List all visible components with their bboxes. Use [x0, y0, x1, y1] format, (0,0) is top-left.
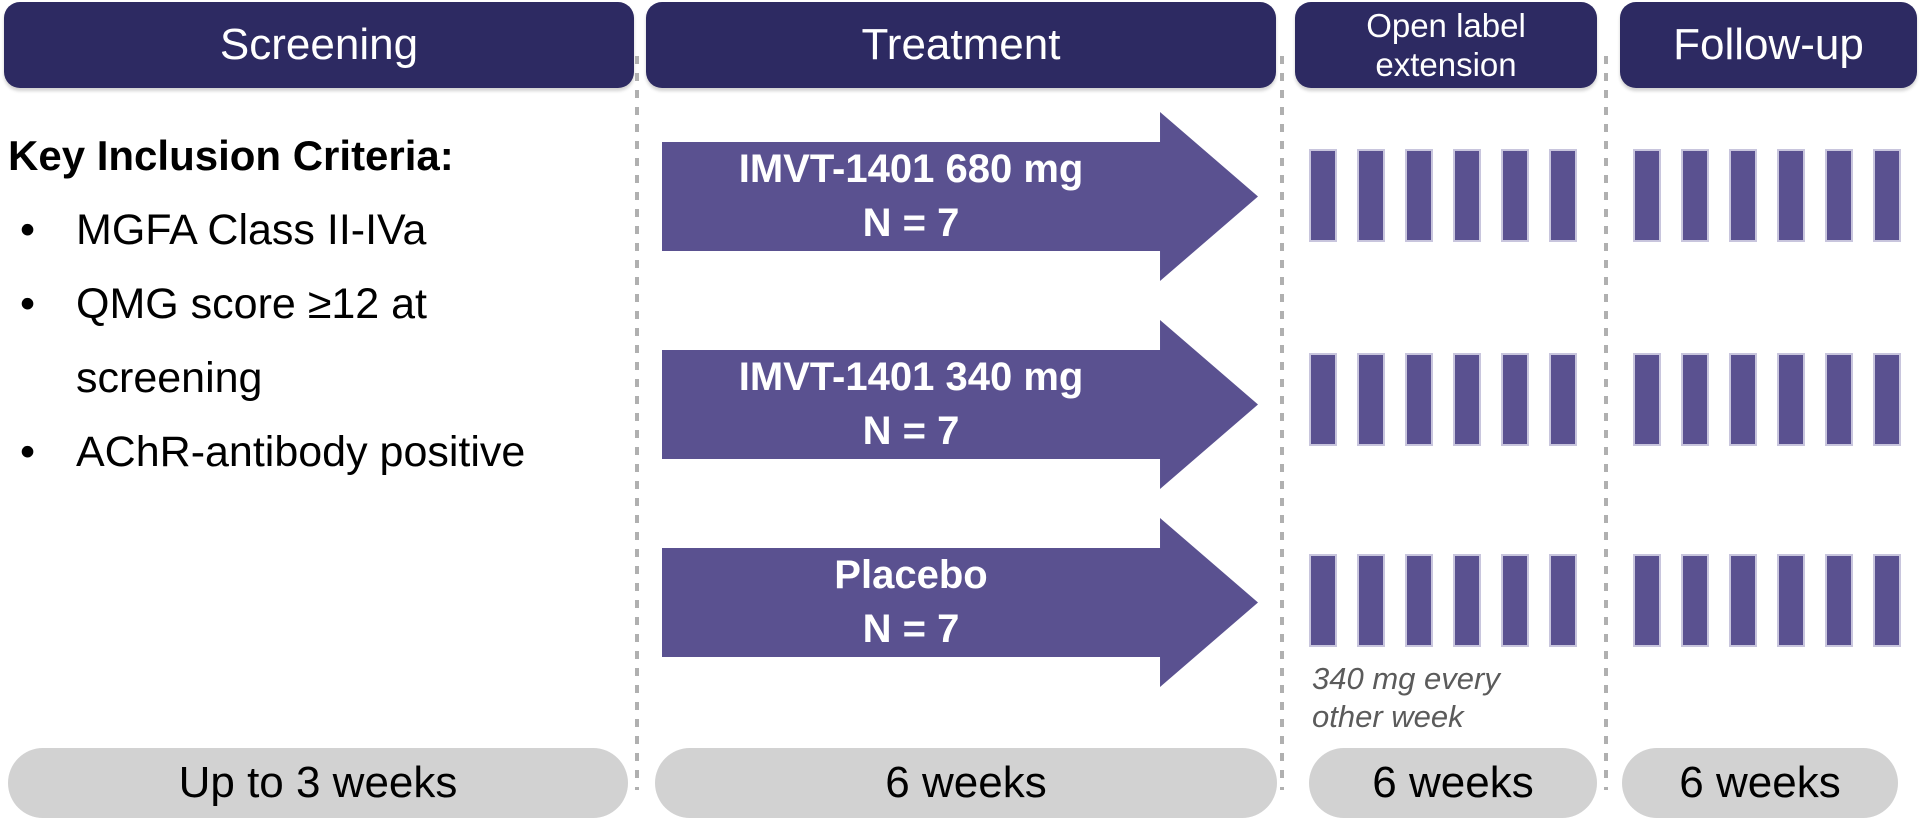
- inclusion-item: MGFA Class II-IVa: [8, 193, 598, 267]
- dose-bar: [1453, 353, 1481, 446]
- arm-n: N = 7: [862, 607, 960, 652]
- dose-bar: [1357, 554, 1385, 647]
- dose-bar: [1501, 554, 1529, 647]
- dose-bar: [1825, 149, 1853, 242]
- phase-header-treatment: Treatment: [646, 2, 1276, 88]
- dose-bar: [1873, 149, 1901, 242]
- arm-label: IMVT-1401 340 mg N = 7: [662, 350, 1160, 459]
- dose-bar: [1405, 353, 1433, 446]
- dose-bar: [1309, 554, 1337, 647]
- dose-bar: [1309, 353, 1337, 446]
- dose-bar: [1549, 554, 1577, 647]
- dose-bar: [1873, 554, 1901, 647]
- dose-bar: [1633, 353, 1661, 446]
- dose-bar: [1729, 554, 1757, 647]
- arm-dose: Placebo: [834, 553, 988, 598]
- phase-title: Screening: [219, 20, 419, 69]
- dose-bar: [1549, 353, 1577, 446]
- arm-arrow-imvt-680: IMVT-1401 680 mg N = 7: [662, 112, 1258, 281]
- phase-title: Follow-up: [1673, 20, 1864, 69]
- phase-title-line2: extension: [1375, 46, 1517, 83]
- dose-bar: [1453, 149, 1481, 242]
- dose-bar: [1681, 554, 1709, 647]
- dose-bars-ole-arm3: [1309, 554, 1577, 647]
- dose-bar: [1405, 554, 1433, 647]
- column-divider-screening-treatment: [635, 56, 639, 790]
- duration-pill-treatment: 6 weeks: [655, 748, 1277, 818]
- inclusion-criteria-heading: Key Inclusion Criteria:: [8, 132, 454, 179]
- phase-header-follow-up: Follow-up: [1620, 2, 1917, 88]
- arm-label: IMVT-1401 680 mg N = 7: [662, 142, 1160, 251]
- inclusion-item: QMG score ≥12 at screening: [8, 267, 598, 415]
- duration-label: 6 weeks: [885, 758, 1047, 807]
- dose-bar: [1405, 149, 1433, 242]
- arm-arrow-placebo: Placebo N = 7: [662, 518, 1258, 687]
- dose-bar: [1633, 149, 1661, 242]
- dose-bars-followup-arm2: [1633, 353, 1901, 446]
- inclusion-criteria: Key Inclusion Criteria: MGFA Class II-IV…: [8, 119, 598, 489]
- column-divider-treatment-ole: [1280, 56, 1284, 790]
- duration-label: 6 weeks: [1372, 758, 1534, 807]
- duration-label: Up to 3 weeks: [178, 758, 458, 807]
- dose-bar: [1873, 353, 1901, 446]
- dose-bar: [1549, 149, 1577, 242]
- duration-label: 6 weeks: [1679, 758, 1841, 807]
- dose-bar: [1777, 353, 1805, 446]
- dose-bar: [1825, 353, 1853, 446]
- dose-bar: [1729, 149, 1757, 242]
- duration-pill-ole: 6 weeks: [1309, 748, 1597, 818]
- dose-bar: [1501, 353, 1529, 446]
- dose-bar: [1681, 353, 1709, 446]
- arm-arrow-imvt-340: IMVT-1401 340 mg N = 7: [662, 320, 1258, 489]
- dose-bar: [1501, 149, 1529, 242]
- duration-pill-screening: Up to 3 weeks: [8, 748, 628, 818]
- dose-bar: [1357, 353, 1385, 446]
- dose-bar: [1681, 149, 1709, 242]
- inclusion-item: AChR-antibody positive: [8, 415, 598, 489]
- dose-bars-ole-arm2: [1309, 353, 1577, 446]
- phase-header-screening: Screening: [4, 2, 634, 88]
- ole-dose-note: 340 mg every other week: [1312, 661, 1500, 734]
- arm-n: N = 7: [862, 409, 960, 454]
- duration-pill-followup: 6 weeks: [1622, 748, 1898, 818]
- arm-n: N = 7: [862, 201, 960, 246]
- arm-dose: IMVT-1401 340 mg: [738, 355, 1084, 400]
- inclusion-criteria-list: MGFA Class II-IVa QMG score ≥12 at scree…: [8, 193, 598, 489]
- dose-bars-ole-arm1: [1309, 149, 1577, 242]
- arm-dose: IMVT-1401 680 mg: [738, 147, 1084, 192]
- dose-bar: [1729, 353, 1757, 446]
- dose-bars-followup-arm3: [1633, 554, 1901, 647]
- phase-title: Treatment: [861, 20, 1061, 69]
- dose-bars-followup-arm1: [1633, 149, 1901, 242]
- column-divider-ole-followup: [1604, 56, 1608, 790]
- dose-bar: [1357, 149, 1385, 242]
- dose-bar: [1453, 554, 1481, 647]
- dose-bar: [1309, 149, 1337, 242]
- arm-label: Placebo N = 7: [662, 548, 1160, 657]
- dose-bar: [1825, 554, 1853, 647]
- dose-bar: [1777, 554, 1805, 647]
- phase-header-open-label-extension: Open label extension: [1295, 2, 1597, 88]
- phase-title-line1: Open label: [1366, 7, 1526, 44]
- dose-bar: [1777, 149, 1805, 242]
- dose-bar: [1633, 554, 1661, 647]
